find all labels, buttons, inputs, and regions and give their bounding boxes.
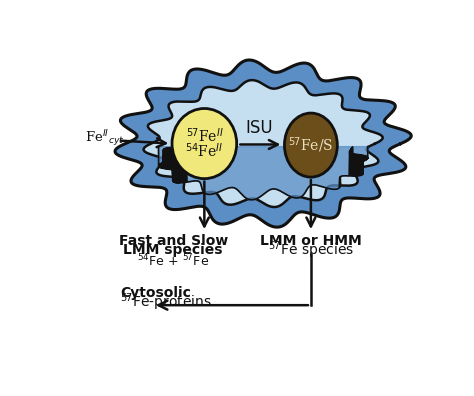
Text: $^{57}$Fe/S: $^{57}$Fe/S	[288, 135, 334, 155]
Text: Fast and Slow: Fast and Slow	[118, 234, 228, 248]
Ellipse shape	[172, 109, 237, 179]
Text: LMM or HMM: LMM or HMM	[260, 234, 362, 248]
Polygon shape	[144, 80, 383, 207]
Ellipse shape	[284, 113, 337, 177]
Text: $^{54}$Fe$^{II}$: $^{54}$Fe$^{II}$	[185, 142, 224, 160]
Text: $^{57}$Fe-proteins: $^{57}$Fe-proteins	[120, 291, 212, 313]
Text: Fe$^{II}$$_{cyt}$: Fe$^{II}$$_{cyt}$	[85, 129, 125, 149]
Text: $^{57}$Fe species: $^{57}$Fe species	[268, 240, 354, 261]
Text: $^{54}$Fe + $^{57}$Fe: $^{54}$Fe + $^{57}$Fe	[137, 253, 209, 269]
Text: Cytosolic: Cytosolic	[120, 286, 191, 300]
Polygon shape	[158, 147, 368, 200]
Polygon shape	[115, 60, 411, 227]
Text: ISU: ISU	[246, 119, 273, 137]
Text: LMM species: LMM species	[123, 243, 223, 257]
Text: $^{57}$Fe$^{II}$: $^{57}$Fe$^{II}$	[185, 127, 223, 145]
